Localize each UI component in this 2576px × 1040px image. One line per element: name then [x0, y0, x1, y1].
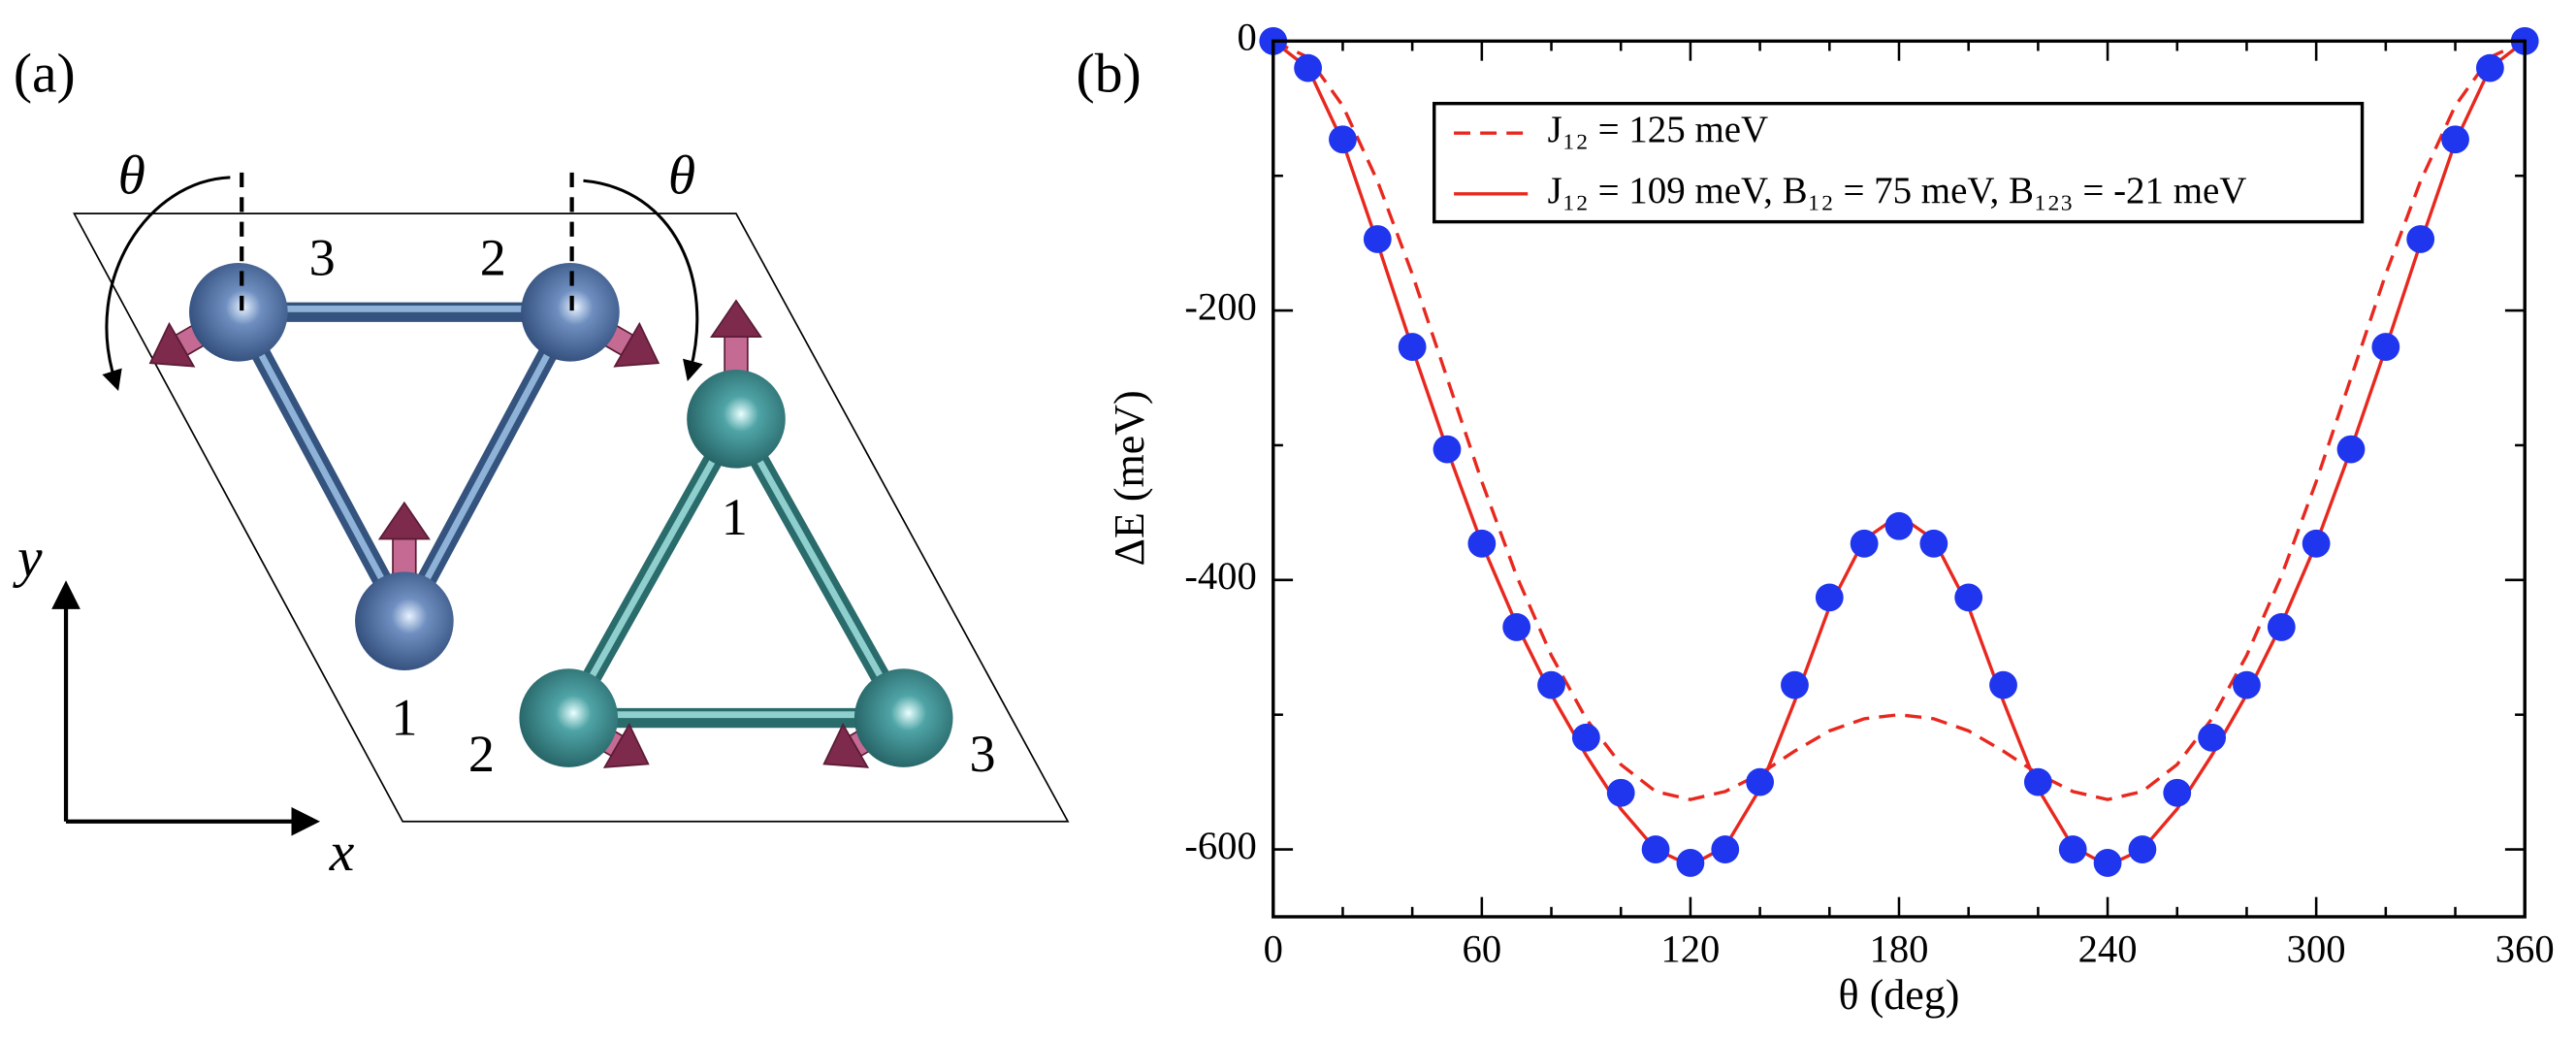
rotation-arrows — [102, 176, 703, 392]
panel-label: (b) — [1077, 44, 1142, 105]
angle-label: θ — [118, 146, 145, 207]
cell — [73, 212, 1070, 823]
bonds — [228, 302, 914, 729]
x-tick-label: 240 — [2078, 927, 2138, 971]
data-point — [1815, 583, 1844, 612]
y-tick-label: -200 — [1184, 284, 1256, 328]
data-point — [1329, 125, 1357, 154]
angle-label: θ — [668, 146, 695, 207]
data-point — [2198, 723, 2227, 752]
data-point — [2093, 849, 2122, 877]
atom-label: 2 — [468, 725, 495, 783]
data-point — [1363, 225, 1392, 253]
data-point — [1571, 723, 1600, 752]
atom-label: 3 — [309, 228, 336, 286]
data-point — [1746, 767, 1775, 796]
panel-label: (a) — [14, 44, 76, 105]
reference-lines — [240, 172, 574, 321]
data-point — [1781, 670, 1809, 699]
x-tick-label: 180 — [1870, 927, 1929, 971]
data-point — [1676, 849, 1705, 877]
coordinate-axes — [51, 580, 321, 836]
series-line — [1272, 39, 2526, 801]
x-tick-label: 0 — [1264, 927, 1283, 971]
data-point — [1884, 511, 1914, 540]
data-point — [1606, 778, 1635, 807]
atom-label: 1 — [722, 488, 748, 546]
data-point — [2023, 767, 2052, 796]
y-tick-label: 0 — [1238, 16, 1257, 59]
data-point — [2058, 835, 2087, 863]
axis-label: x — [329, 822, 355, 883]
data-point — [1711, 835, 1740, 863]
y-tick-label: -400 — [1184, 554, 1256, 598]
atom-label: 1 — [391, 689, 417, 747]
data-point — [2302, 529, 2331, 558]
y-tick-label: -600 — [1184, 824, 1256, 867]
y-axis-title: ΔE (meV) — [1106, 390, 1153, 566]
data-point — [1537, 670, 1565, 699]
data-point — [1954, 583, 1983, 612]
data-point — [1919, 529, 1948, 558]
plot-frame — [1272, 39, 2527, 919]
atom-label: 3 — [969, 725, 995, 783]
atom-label: 2 — [480, 228, 506, 286]
data-point — [2233, 670, 2261, 699]
x-axis-title: θ (deg) — [1839, 971, 1960, 1019]
legend-label: J₁₂ = 109 meV, B₁₂ = 75 meV, B₁₂₃ = -21 … — [1548, 170, 2247, 211]
data-point — [1850, 529, 1879, 558]
data-point — [1294, 53, 1322, 82]
data-point — [1502, 613, 1531, 641]
panel-b: (b) θ (deg) ΔE (meV) 0 60 120 180 240 300 360 0… — [1077, 16, 2555, 1019]
data-point — [2336, 435, 2366, 464]
data-point — [2406, 225, 2435, 253]
data-point — [2441, 125, 2469, 154]
data-point — [1398, 333, 1427, 361]
data-point — [2163, 778, 2192, 807]
panel-a: (a) θ θ 3 2 1 1 2 3 y x — [13, 44, 1070, 883]
data-point — [2128, 835, 2157, 863]
atoms — [189, 262, 953, 767]
axis-label: y — [13, 528, 43, 589]
x-tick-label: 300 — [2287, 927, 2346, 971]
data-point — [1641, 835, 1670, 863]
x-tick-label: 60 — [1463, 927, 1502, 971]
data-point — [1467, 529, 1497, 558]
data-point — [2267, 613, 2296, 641]
data-point — [2475, 53, 2504, 82]
data-point — [2371, 333, 2400, 361]
x-tick-label: 360 — [2496, 927, 2555, 971]
legend-label: J₁₂ = 125 meV — [1548, 109, 1769, 150]
data-point — [1433, 435, 1462, 464]
x-tick-label: 120 — [1660, 927, 1720, 971]
legend-box — [1433, 101, 2365, 224]
data-point — [1989, 670, 2017, 699]
